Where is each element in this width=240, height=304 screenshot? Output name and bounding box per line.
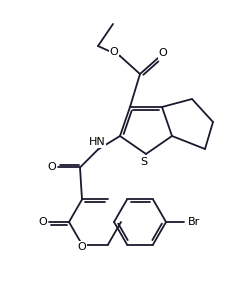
Text: O: O bbox=[48, 162, 56, 172]
Text: O: O bbox=[110, 47, 118, 57]
Text: HN: HN bbox=[89, 137, 105, 147]
Text: O: O bbox=[159, 48, 167, 58]
Text: Br: Br bbox=[188, 217, 200, 227]
Text: S: S bbox=[140, 157, 148, 167]
Text: O: O bbox=[78, 241, 86, 251]
Text: O: O bbox=[39, 217, 47, 227]
